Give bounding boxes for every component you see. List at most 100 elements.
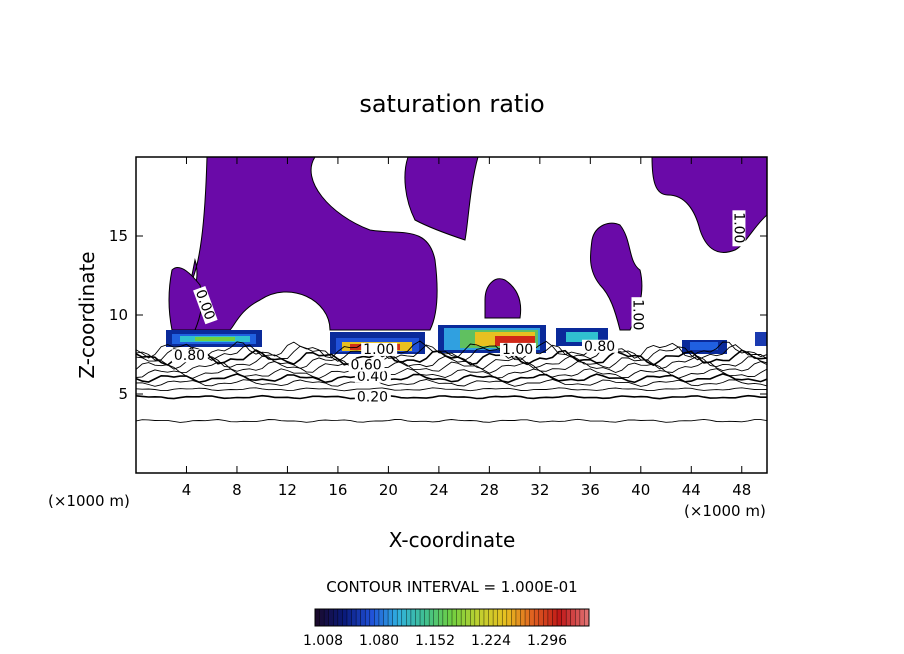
colorbar-cell bbox=[488, 609, 494, 626]
x-tick-label: 24 bbox=[429, 481, 448, 499]
colorbar-cell bbox=[534, 609, 540, 626]
colorbar-cell bbox=[493, 609, 499, 626]
colorbar-cell bbox=[346, 609, 353, 626]
x-tick-label: 44 bbox=[682, 481, 701, 499]
colorbar-cell bbox=[401, 609, 407, 626]
colorbar-cell bbox=[515, 609, 521, 626]
contour-label-bg bbox=[361, 342, 398, 356]
colorbar-ticks: 1.008 1.080 1.152 1.224 1.296 bbox=[303, 633, 567, 649]
cloud-band bbox=[755, 332, 767, 346]
x-tick-label: 12 bbox=[278, 481, 297, 499]
contour-label-bg bbox=[732, 210, 746, 247]
contour-label: 1.00 bbox=[502, 342, 533, 358]
contour-interval-text: CONTOUR INTERVAL = 1.000E-01 bbox=[326, 578, 577, 596]
contour-label-bg bbox=[499, 342, 536, 356]
contour-label: 1.00 bbox=[363, 342, 394, 358]
contour-label-bg bbox=[171, 349, 208, 363]
colorbar-cell bbox=[452, 609, 458, 626]
colorbar-cell bbox=[479, 609, 485, 626]
contour-label: 0.60 bbox=[351, 358, 382, 374]
colorbar-tick-label: 1.008 bbox=[303, 633, 343, 649]
contour-line bbox=[136, 355, 767, 370]
cloud-band bbox=[495, 336, 535, 346]
cloud-band bbox=[566, 332, 598, 342]
colorbar-tick-label: 1.080 bbox=[359, 633, 399, 649]
colorbar-cell bbox=[383, 609, 389, 626]
colorbar-cell bbox=[342, 609, 348, 626]
x-unit-label-right: (×1000 m) bbox=[684, 502, 766, 520]
colorbar-cell bbox=[429, 609, 435, 626]
colorbar-cell bbox=[328, 609, 334, 626]
colorbar-cell bbox=[433, 609, 439, 626]
contour-line bbox=[136, 379, 767, 387]
contour-line bbox=[136, 387, 767, 392]
colorbar-cell bbox=[406, 609, 412, 626]
colorbar-cell bbox=[520, 609, 526, 626]
chart-title: saturation ratio bbox=[359, 90, 544, 118]
purple-region bbox=[484, 278, 522, 319]
colorbar-cell bbox=[420, 609, 426, 626]
colorbar-cell bbox=[474, 609, 480, 626]
colorbar-cell bbox=[547, 609, 553, 626]
colorbar-cell bbox=[502, 609, 508, 626]
colorbar-cell bbox=[337, 609, 343, 626]
contour-line bbox=[136, 344, 767, 362]
y-tick-label: 5 bbox=[118, 385, 128, 403]
colorbar-cell bbox=[397, 609, 403, 626]
purple-region bbox=[169, 157, 438, 331]
purple-region bbox=[651, 157, 767, 253]
colorbar-cell bbox=[442, 609, 448, 626]
colorbar-cell bbox=[319, 609, 325, 626]
contour-label-bg bbox=[193, 286, 218, 325]
contour-lines bbox=[136, 340, 767, 423]
colorbar bbox=[314, 608, 590, 627]
y-tick-label: 10 bbox=[109, 306, 128, 324]
colorbar-cell bbox=[566, 609, 572, 626]
colorbar-cell bbox=[315, 609, 321, 626]
colorbar-cell bbox=[543, 609, 549, 626]
colorbar-tick-label: 1.224 bbox=[471, 633, 511, 649]
y-axis: 5 10 15 bbox=[109, 227, 767, 403]
cloud-band bbox=[690, 342, 718, 350]
colorbar-cell bbox=[525, 609, 531, 626]
contour-line bbox=[136, 340, 767, 359]
x-tick-label: 48 bbox=[732, 481, 751, 499]
colorbar-cell bbox=[456, 609, 462, 626]
x-tick-label: 8 bbox=[232, 481, 242, 499]
contour-line bbox=[136, 418, 767, 423]
contour-label: 1.00 bbox=[629, 299, 645, 330]
contour-label: 1.00 bbox=[730, 212, 746, 243]
colorbar-cell bbox=[447, 609, 453, 626]
colorbar-cell bbox=[465, 609, 471, 626]
x-axis-title: X-coordinate bbox=[389, 528, 516, 552]
colorbar-cell bbox=[351, 609, 357, 626]
colorbar-cell bbox=[388, 609, 394, 626]
colorbar-cell bbox=[356, 609, 362, 626]
contour-label-bg bbox=[582, 339, 619, 353]
x-tick-label: 32 bbox=[530, 481, 549, 499]
contour-label-bg bbox=[354, 369, 391, 383]
colorbar-cell bbox=[365, 609, 371, 626]
colorbar-cell bbox=[333, 609, 339, 626]
colorbar-cell bbox=[324, 609, 330, 626]
x-axis: 4 8 12 16 20 24 28 32 36 40 44 48 bbox=[182, 157, 751, 499]
contour-labels: 0.200.400.600.80 1.00 1.00 0.800.00 1.001.00 bbox=[171, 210, 746, 405]
purple-region bbox=[168, 267, 203, 331]
contour-label: 0.80 bbox=[174, 348, 205, 364]
colorbar-cell bbox=[557, 609, 563, 626]
colorbar-cell bbox=[511, 609, 517, 626]
cloud-band bbox=[195, 337, 235, 341]
contour-label: 0.80 bbox=[584, 339, 615, 355]
colorbar-cell bbox=[570, 609, 576, 626]
colorbar-cell bbox=[415, 609, 421, 626]
colorbar-cell bbox=[538, 609, 544, 626]
colorbar-cell bbox=[424, 609, 430, 626]
y-axis-title: Z-coordinate bbox=[75, 251, 99, 378]
x-tick-label: 16 bbox=[328, 481, 347, 499]
x-tick-label: 20 bbox=[379, 481, 398, 499]
colorbar-cell bbox=[360, 609, 366, 626]
colorbar-cell bbox=[410, 609, 416, 626]
colorbar-cell bbox=[497, 609, 503, 626]
x-unit-label: (×1000 m) bbox=[48, 492, 130, 510]
